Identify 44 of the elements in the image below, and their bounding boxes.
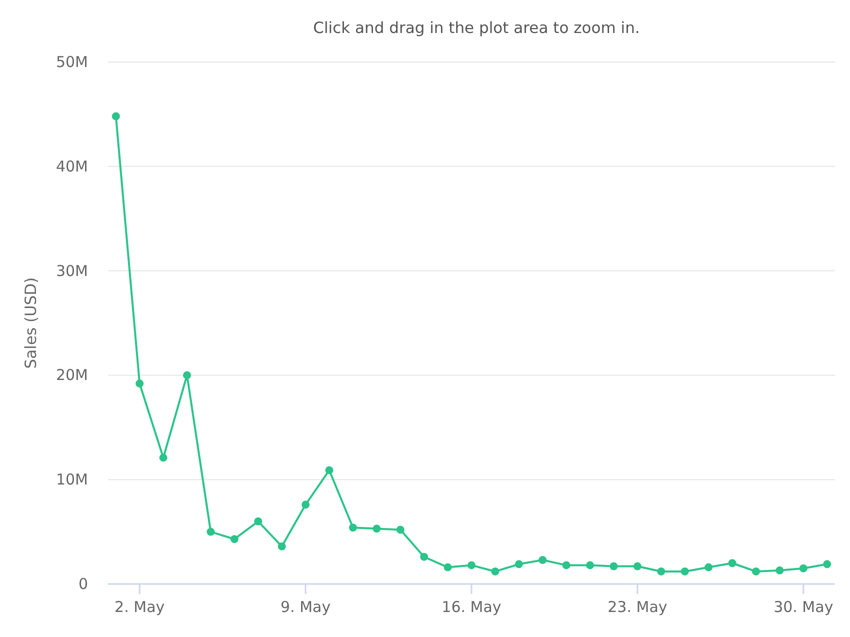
point — [586, 561, 594, 570]
y-tick-label: 10M — [56, 470, 88, 489]
point — [278, 542, 286, 550]
y-tick-label: 0 — [78, 575, 88, 593]
y-tick-label: 40M — [56, 157, 88, 176]
x-tick-label: 30. May — [774, 598, 834, 616]
point — [183, 371, 192, 380]
point — [728, 559, 736, 568]
point — [112, 112, 120, 120]
x-tick-label: 2. May — [114, 598, 165, 616]
x-tick-label: 16. May — [442, 598, 502, 616]
point — [230, 535, 238, 544]
point — [680, 567, 689, 576]
point — [633, 562, 642, 570]
point — [562, 561, 570, 570]
point — [491, 567, 500, 576]
point — [325, 466, 334, 474]
point — [444, 563, 452, 572]
point — [610, 562, 618, 570]
y-tick-label: 20M — [56, 366, 88, 384]
y-tick-label: 50M — [56, 53, 88, 71]
point — [396, 526, 404, 534]
point — [657, 567, 666, 576]
point — [254, 517, 262, 526]
point — [752, 567, 760, 576]
point — [704, 563, 713, 572]
point — [348, 524, 357, 532]
point — [206, 528, 215, 536]
point — [538, 556, 547, 564]
y-tick-label: 30M — [56, 262, 88, 280]
chart-title: Click and drag in the plot area to zoom in. — [313, 19, 640, 37]
point — [823, 560, 832, 568]
point — [776, 566, 784, 574]
y-axis-title: Sales (USD) — [22, 277, 40, 369]
point — [302, 500, 310, 509]
x-tick-label: 23. May — [608, 598, 668, 616]
point — [136, 380, 144, 388]
point — [799, 564, 808, 572]
point — [514, 560, 523, 568]
point — [468, 561, 476, 570]
point — [372, 524, 381, 533]
x-tick-label: 9. May — [280, 598, 331, 616]
point — [159, 454, 168, 462]
point — [420, 552, 428, 561]
